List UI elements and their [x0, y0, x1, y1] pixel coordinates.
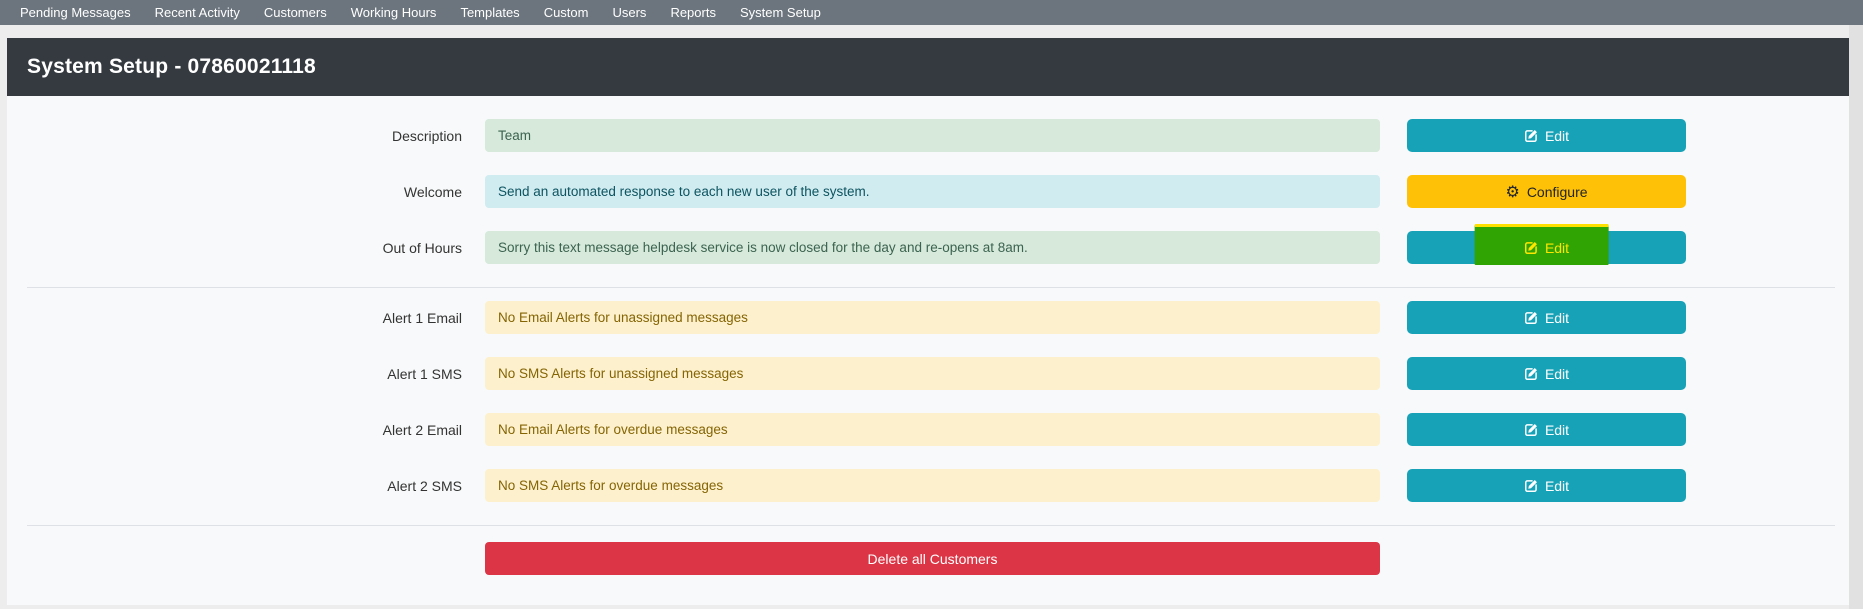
alert-2-email-value: No Email Alerts for overdue messages	[485, 413, 1380, 446]
button-label: Edit	[1544, 127, 1570, 144]
button-label: Edit	[1544, 239, 1570, 256]
nav-item-templates[interactable]: Templates	[460, 5, 520, 20]
description-value: Team	[485, 119, 1380, 152]
button-label: Edit	[1544, 421, 1570, 438]
nav-item-customers[interactable]: Customers	[263, 5, 327, 20]
button-label: Configure	[1526, 183, 1588, 200]
row-label: Alert 2 SMS	[387, 477, 462, 494]
alert-1-email-value: No Email Alerts for unassigned messages	[485, 301, 1380, 334]
panel-body: Description Team Edit Welcome Send an au…	[7, 96, 1849, 575]
annotation-highlight	[1474, 224, 1609, 265]
section-divider	[27, 287, 1835, 288]
edit-icon	[1524, 129, 1538, 143]
panel-header: System Setup - 07860021118	[7, 38, 1849, 96]
edit-icon	[1524, 479, 1538, 493]
row-label: Alert 1 Email	[382, 309, 462, 326]
row-label: Alert 1 SMS	[387, 365, 462, 382]
nav-item-users[interactable]: Users	[612, 5, 647, 20]
row-alert-1-email: Alert 1 Email No Email Alerts for unassi…	[7, 301, 1849, 334]
edit-alert-2-email-button[interactable]: Edit	[1407, 413, 1686, 446]
nav-item-working-hours[interactable]: Working Hours	[350, 5, 437, 20]
nav-item-custom[interactable]: Custom	[543, 5, 589, 20]
row-label: Alert 2 Email	[382, 421, 462, 438]
scrollbar-track[interactable]	[1849, 25, 1863, 609]
edit-alert-2-sms-button[interactable]: Edit	[1407, 469, 1686, 502]
nav-item-pending-messages[interactable]: Pending Messages	[20, 5, 131, 20]
edit-icon	[1524, 423, 1538, 437]
row-label: Welcome	[403, 183, 462, 200]
row-alert-1-sms: Alert 1 SMS No SMS Alerts for unassigned…	[7, 357, 1849, 390]
section-divider	[27, 525, 1835, 526]
row-label: Out of Hours	[382, 239, 462, 256]
button-label: Edit	[1544, 477, 1570, 494]
delete-row: Delete all Customers	[7, 542, 1849, 575]
delete-all-customers-button[interactable]: Delete all Customers	[485, 542, 1380, 575]
row-out-of-hours: Out of Hours Sorry this text message hel…	[7, 224, 1849, 265]
nav-item-recent-activity[interactable]: Recent Activity	[154, 5, 240, 20]
row-alert-2-email: Alert 2 Email No Email Alerts for overdu…	[7, 413, 1849, 446]
edit-alert-1-email-button[interactable]: Edit	[1407, 301, 1686, 334]
row-welcome: Welcome Send an automated response to ea…	[7, 175, 1849, 208]
alert-2-sms-value: No SMS Alerts for overdue messages	[485, 469, 1380, 502]
edit-out-of-hours-button[interactable]: Edit	[1407, 224, 1686, 265]
system-setup-panel: System Setup - 07860021118 Description T…	[7, 38, 1849, 605]
configure-welcome-button[interactable]: ⚙ Configure	[1407, 175, 1686, 208]
button-label: Edit	[1544, 309, 1570, 326]
edit-description-button[interactable]: Edit	[1407, 119, 1686, 152]
row-description: Description Team Edit	[7, 119, 1849, 152]
button-label: Edit	[1544, 365, 1570, 382]
edit-alert-1-sms-button[interactable]: Edit	[1407, 357, 1686, 390]
nav-item-system-setup[interactable]: System Setup	[739, 5, 821, 20]
welcome-value: Send an automated response to each new u…	[485, 175, 1380, 208]
alert-1-sms-value: No SMS Alerts for unassigned messages	[485, 357, 1380, 390]
edit-icon	[1524, 367, 1538, 381]
row-label: Description	[391, 127, 462, 144]
nav-item-reports[interactable]: Reports	[670, 5, 716, 20]
out-of-hours-value: Sorry this text message helpdesk service…	[485, 231, 1380, 264]
edit-icon	[1524, 241, 1538, 255]
top-navbar: Pending Messages Recent Activity Custome…	[0, 0, 1863, 25]
edit-icon	[1524, 311, 1538, 325]
row-alert-2-sms: Alert 2 SMS No SMS Alerts for overdue me…	[7, 469, 1849, 502]
gear-icon: ⚙	[1505, 181, 1520, 201]
page-title: System Setup - 07860021118	[27, 55, 316, 78]
